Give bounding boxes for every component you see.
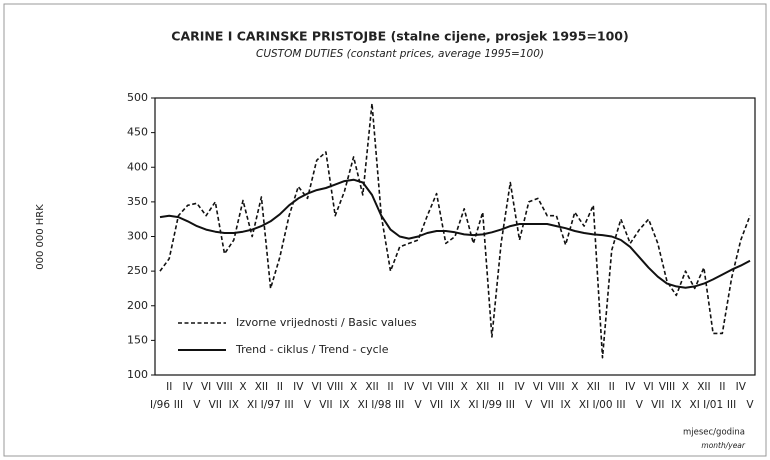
x-axis-label-en: month/year	[701, 441, 746, 450]
x-tick-label: V	[415, 399, 423, 411]
x-tick-label: XI	[468, 399, 478, 411]
x-tick-label: IV	[736, 381, 747, 393]
x-tick-label: V	[304, 399, 312, 411]
x-tick-label: I/97	[261, 399, 281, 411]
x-tick-label: I/96	[150, 399, 170, 411]
x-tick-label: I/00	[593, 399, 613, 411]
x-tick-label: I/98	[371, 399, 391, 411]
x-tick-label: X	[571, 381, 578, 393]
x-tick-label: V	[525, 399, 533, 411]
x-tick-label: IX	[229, 399, 239, 411]
x-tick-label: VI	[422, 381, 432, 393]
legend-label: Izvorne vrijednosti / Basic values	[236, 316, 417, 329]
x-tick-label: XI	[247, 399, 257, 411]
x-tick-label: X	[239, 381, 246, 393]
y-tick-label: 400	[127, 160, 148, 173]
series-line	[159, 178, 751, 289]
x-tick-label: VIII	[438, 381, 454, 393]
x-tick-label: IV	[404, 381, 415, 393]
x-tick-label: IV	[625, 381, 636, 393]
chart-title: CARINE I CARINSKE PRISTOJBE (stalne cije…	[171, 29, 628, 44]
x-tick-label: VII	[540, 399, 553, 411]
x-tick-label: III	[174, 399, 183, 411]
x-tick-label: II	[387, 381, 393, 393]
x-tick-label: II	[166, 381, 172, 393]
plot-area	[154, 97, 756, 376]
x-tick-label: III	[727, 399, 736, 411]
x-tick-label: IV	[183, 381, 194, 393]
y-tick-label: 300	[127, 230, 148, 243]
x-tick-label: XI	[358, 399, 368, 411]
x-tick-label: VI	[312, 381, 322, 393]
x-tick-label: V	[636, 399, 644, 411]
x-tick-label: II	[719, 381, 725, 393]
x-tick-label: VII	[430, 399, 443, 411]
x-tick-label: XII	[255, 381, 268, 393]
x-tick-label: XI	[690, 399, 700, 411]
x-tick-label: II	[609, 381, 615, 393]
x-tick-label: II	[498, 381, 504, 393]
frame	[3, 3, 767, 457]
x-tick-label: XII	[476, 381, 489, 393]
x-tick-label: III	[506, 399, 515, 411]
x-tick-label: XII	[697, 381, 710, 393]
x-tick-label: V	[746, 399, 754, 411]
x-tick-label: VIII	[216, 381, 232, 393]
x-tick-label: III	[616, 399, 625, 411]
y-tick-label: 250	[127, 264, 148, 277]
x-tick-label: III	[284, 399, 293, 411]
x-tick-label: VII	[319, 399, 332, 411]
x-tick-label: VII	[651, 399, 664, 411]
x-axis-label: mjesec/godina	[683, 428, 745, 438]
x-tick-label: X	[350, 381, 357, 393]
x-tick-label: VIII	[327, 381, 343, 393]
y-axis-label: 000 000 HRK	[35, 204, 46, 270]
x-tick-label: III	[395, 399, 404, 411]
y-tick-label: 100	[127, 368, 148, 381]
x-tick-label: II	[277, 381, 283, 393]
x-tick-label: I/99	[482, 399, 502, 411]
x-tick-label: XI	[579, 399, 589, 411]
x-tick-label: X	[461, 381, 468, 393]
y-tick-label: 200	[127, 299, 148, 312]
x-tick-label: IX	[339, 399, 349, 411]
y-tick-label: 350	[127, 195, 148, 208]
x-tick-label: VIII	[659, 381, 675, 393]
x-tick-label: VIII	[548, 381, 564, 393]
series-line	[159, 102, 751, 359]
x-tick-label: VII	[209, 399, 222, 411]
x-tick-label: IV	[514, 381, 525, 393]
x-tick-label: VI	[201, 381, 211, 393]
x-tick-label: VI	[533, 381, 543, 393]
chart-subtitle: CUSTOM DUTIES (constant prices, average …	[256, 48, 544, 60]
y-tick-label: 150	[127, 333, 148, 346]
x-tick-label: IX	[560, 399, 570, 411]
x-tick-label: IX	[450, 399, 460, 411]
x-tick-label: IX	[671, 399, 681, 411]
x-tick-label: I/01	[703, 399, 723, 411]
x-tick-label: VI	[643, 381, 653, 393]
x-tick-label: IV	[293, 381, 304, 393]
y-tick-label: 450	[127, 126, 148, 139]
x-tick-label: X	[682, 381, 689, 393]
x-tick-label: XII	[587, 381, 600, 393]
x-tick-label: V	[193, 399, 201, 411]
y-tick-label: 500	[127, 91, 148, 104]
x-tick-label: XII	[365, 381, 378, 393]
legend-label: Trend - ciklus / Trend - cycle	[235, 343, 389, 356]
